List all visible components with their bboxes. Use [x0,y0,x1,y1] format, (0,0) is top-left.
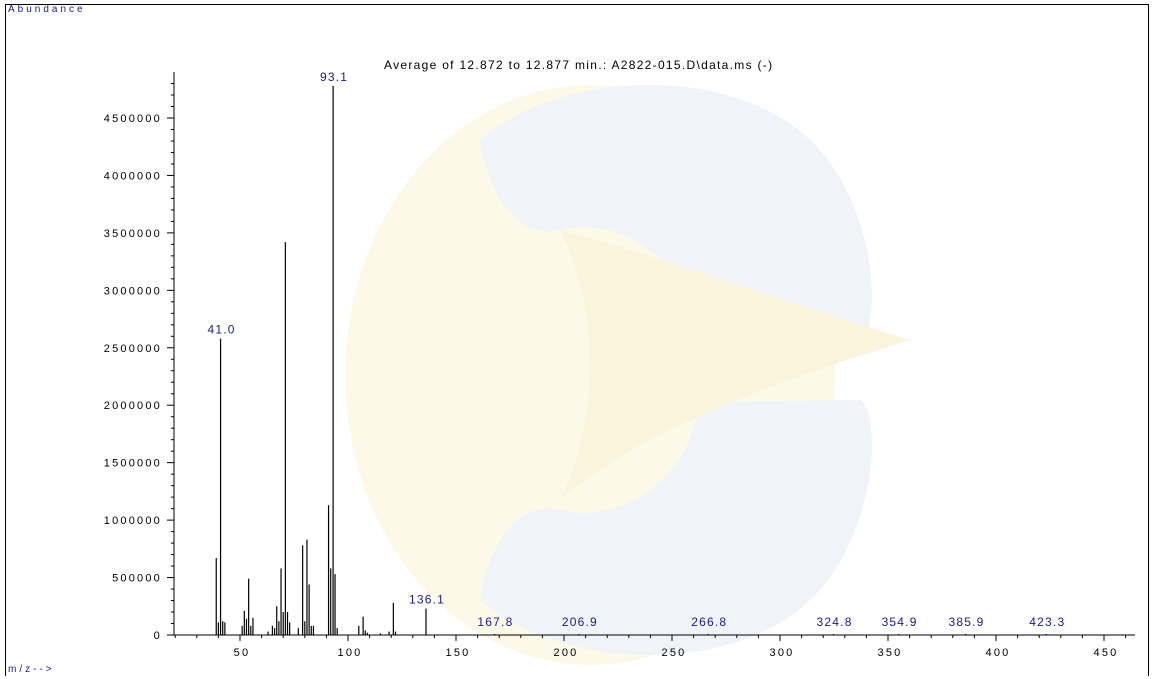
y-tick-label: 1000000 [104,515,162,527]
watermark-logo [345,85,910,665]
spectrum-bars [215,85,1047,635]
chart-title: Average of 12.872 to 12.877 min.: A2822-… [384,58,773,72]
peak-label: 93.1 [320,70,348,84]
peak-label: 206.9 [562,615,598,629]
peak-label: 354.9 [882,615,918,629]
x-minor-ticks [174,635,1127,638]
x-tick-label: 250 [662,647,687,659]
y-tick-label: 2000000 [104,400,162,412]
y-tick-label: 2500000 [104,343,162,355]
y-axis-ticks: 0 500000 1000000 1500000 2000000 2500000 30000… [104,113,174,642]
peak-label: 41.0 [207,323,235,337]
chart-frame [5,4,1149,676]
x-tick-label: 300 [770,647,795,659]
y-tick-label: 3000000 [104,285,162,297]
x-tick-label: 350 [878,647,903,659]
x-tick-label: 200 [554,647,579,659]
peak-label: 266.8 [691,615,727,629]
x-tick-label: 450 [1094,647,1119,659]
y-tick-label: 0 [154,630,162,642]
x-axis-ticks: 50 100 150 200 250 300 350 400 450 [234,635,1119,659]
x-tick-label: 400 [986,647,1011,659]
y-tick-label: 500000 [112,573,162,585]
peak-labels: 41.0 93.1 136.1 167.8 206.9 266.8 324.8 354.9 38… [207,70,1065,629]
x-tick-label: 50 [234,647,251,659]
peak-label: 385.9 [949,615,985,629]
y-tick-label: 4000000 [104,170,162,182]
peak-label: 423.3 [1029,615,1065,629]
y-tick-label: 1500000 [104,458,162,470]
peak-label: 136.1 [409,593,445,607]
x-tick-label: 100 [338,647,363,659]
peak-label: 167.8 [477,615,513,629]
y-tick-label: 3500000 [104,228,162,240]
y-minor-ticks [171,83,174,625]
peak-label: 324.8 [817,615,853,629]
y-axis-label: Abundance [8,4,86,15]
y-tick-label: 4500000 [104,113,162,125]
x-axis-label: m/z--> [8,664,55,675]
x-tick-label: 150 [446,647,471,659]
